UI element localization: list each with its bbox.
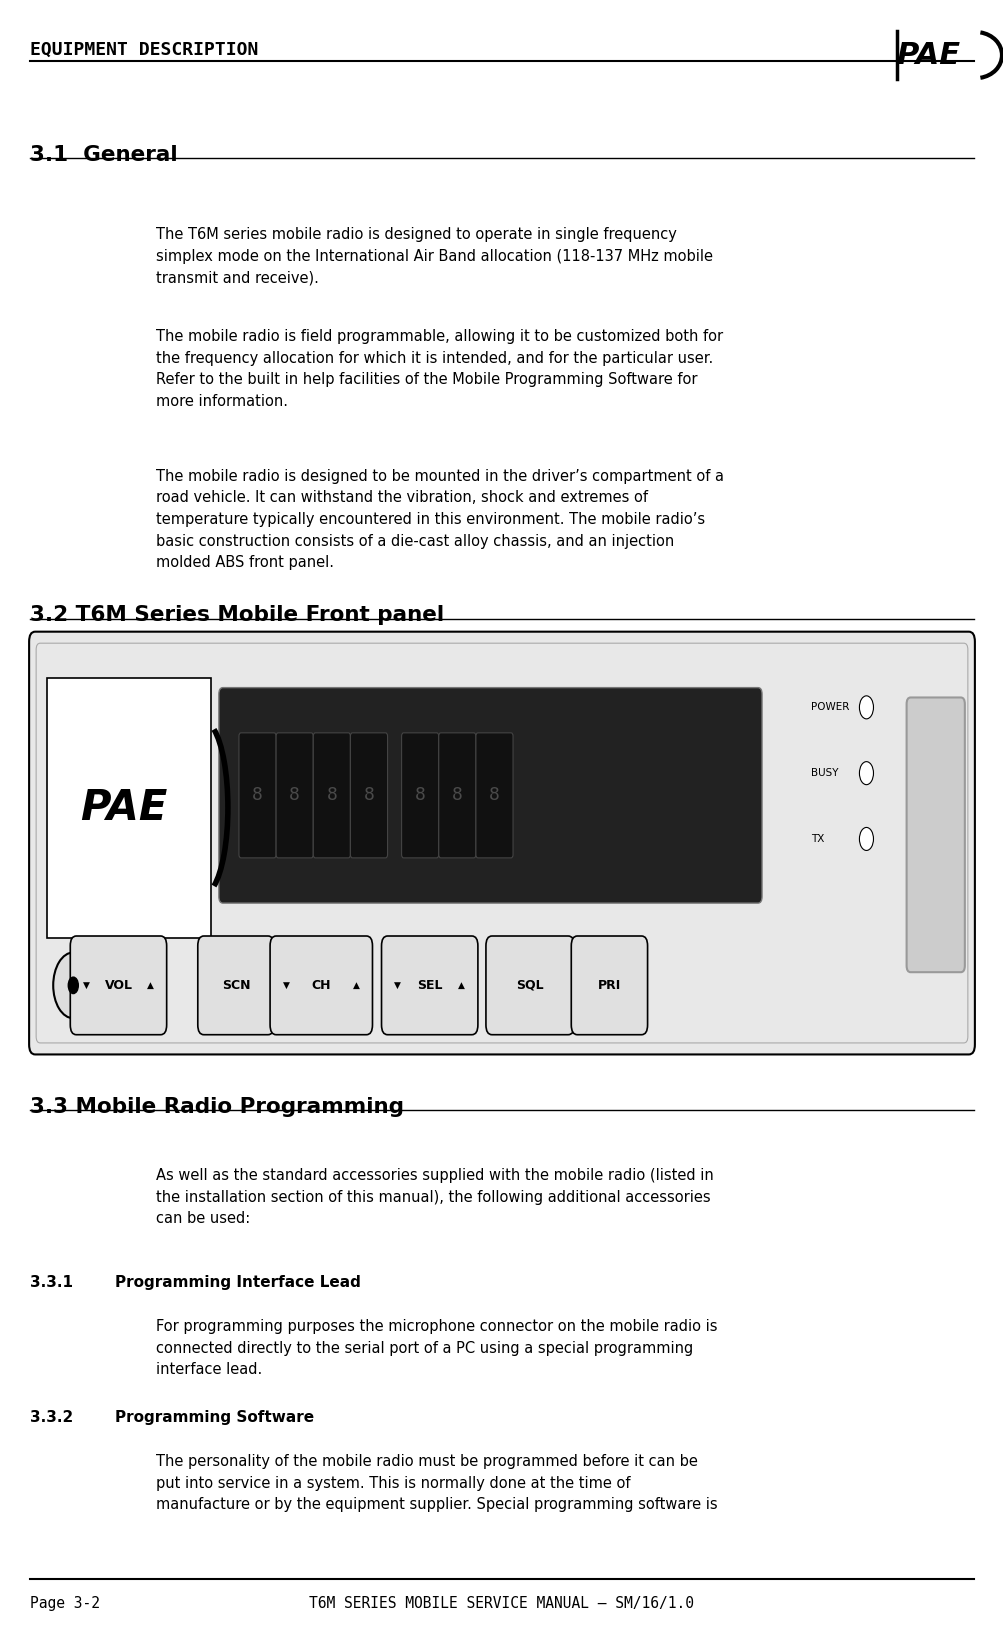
Text: ▲: ▲ [458, 980, 464, 990]
Text: 8: 8 [252, 786, 263, 804]
Text: 3.1  General: 3.1 General [30, 145, 178, 164]
FancyBboxPatch shape [313, 732, 350, 859]
Text: 3.3.1: 3.3.1 [30, 1275, 73, 1290]
Text: 3.2 T6M Series Mobile Front panel: 3.2 T6M Series Mobile Front panel [30, 605, 443, 625]
Circle shape [859, 827, 873, 850]
Text: 3.3 Mobile Radio Programming: 3.3 Mobile Radio Programming [30, 1097, 404, 1117]
Text: 8: 8 [451, 786, 462, 804]
Text: SCN: SCN [222, 979, 250, 992]
Circle shape [859, 762, 873, 785]
Text: For programming purposes the microphone connector on the mobile radio is
connect: For programming purposes the microphone … [155, 1319, 716, 1377]
FancyBboxPatch shape [350, 732, 387, 859]
Text: 3.3.2: 3.3.2 [30, 1410, 73, 1425]
Text: ▼: ▼ [83, 980, 89, 990]
Text: ▲: ▲ [147, 980, 153, 990]
Text: ▼: ▼ [283, 980, 289, 990]
Circle shape [859, 696, 873, 719]
FancyBboxPatch shape [198, 936, 274, 1035]
Text: EQUIPMENT DESCRIPTION: EQUIPMENT DESCRIPTION [30, 41, 258, 59]
Text: As well as the standard accessories supplied with the mobile radio (listed in
th: As well as the standard accessories supp… [155, 1168, 713, 1226]
FancyBboxPatch shape [401, 732, 438, 859]
Circle shape [53, 952, 93, 1018]
FancyBboxPatch shape [571, 936, 647, 1035]
Text: Page 3-2: Page 3-2 [30, 1596, 100, 1610]
Text: ▲: ▲ [353, 980, 359, 990]
Text: T6M SERIES MOBILE SERVICE MANUAL – SM/16/1.0: T6M SERIES MOBILE SERVICE MANUAL – SM/16… [309, 1596, 694, 1610]
Text: The mobile radio is field programmable, allowing it to be customized both for
th: The mobile radio is field programmable, … [155, 329, 722, 410]
Text: 8: 8 [363, 786, 374, 804]
Text: TX: TX [810, 834, 823, 844]
FancyBboxPatch shape [475, 732, 513, 859]
Text: PRI: PRI [597, 979, 621, 992]
FancyBboxPatch shape [438, 732, 475, 859]
Text: ▼: ▼ [394, 980, 400, 990]
Text: POWER: POWER [810, 702, 849, 712]
Text: BUSY: BUSY [810, 768, 838, 778]
FancyBboxPatch shape [219, 688, 761, 903]
Circle shape [68, 977, 78, 994]
Text: The personality of the mobile radio must be programmed before it can be
put into: The personality of the mobile radio must… [155, 1454, 716, 1512]
Text: PAE: PAE [896, 41, 960, 71]
Text: 8: 8 [488, 786, 499, 804]
Text: The T6M series mobile radio is designed to operate in single frequency
simplex m: The T6M series mobile radio is designed … [155, 227, 712, 285]
FancyBboxPatch shape [29, 632, 974, 1054]
Text: SQL: SQL [516, 979, 544, 992]
FancyBboxPatch shape [485, 936, 574, 1035]
Text: VOL: VOL [104, 979, 132, 992]
FancyBboxPatch shape [276, 732, 313, 859]
Text: PAE: PAE [80, 786, 168, 829]
Text: 8: 8 [289, 786, 300, 804]
FancyBboxPatch shape [239, 732, 276, 859]
FancyBboxPatch shape [70, 936, 166, 1035]
FancyBboxPatch shape [381, 936, 477, 1035]
Text: 8: 8 [414, 786, 425, 804]
FancyBboxPatch shape [270, 936, 372, 1035]
Text: Programming Interface Lead: Programming Interface Lead [115, 1275, 361, 1290]
Text: The mobile radio is designed to be mounted in the driver’s compartment of a
road: The mobile radio is designed to be mount… [155, 469, 723, 571]
FancyBboxPatch shape [906, 697, 964, 972]
FancyBboxPatch shape [47, 678, 211, 938]
Text: CH: CH [311, 979, 331, 992]
Text: SEL: SEL [416, 979, 442, 992]
Text: 8: 8 [326, 786, 337, 804]
Text: Programming Software: Programming Software [115, 1410, 314, 1425]
